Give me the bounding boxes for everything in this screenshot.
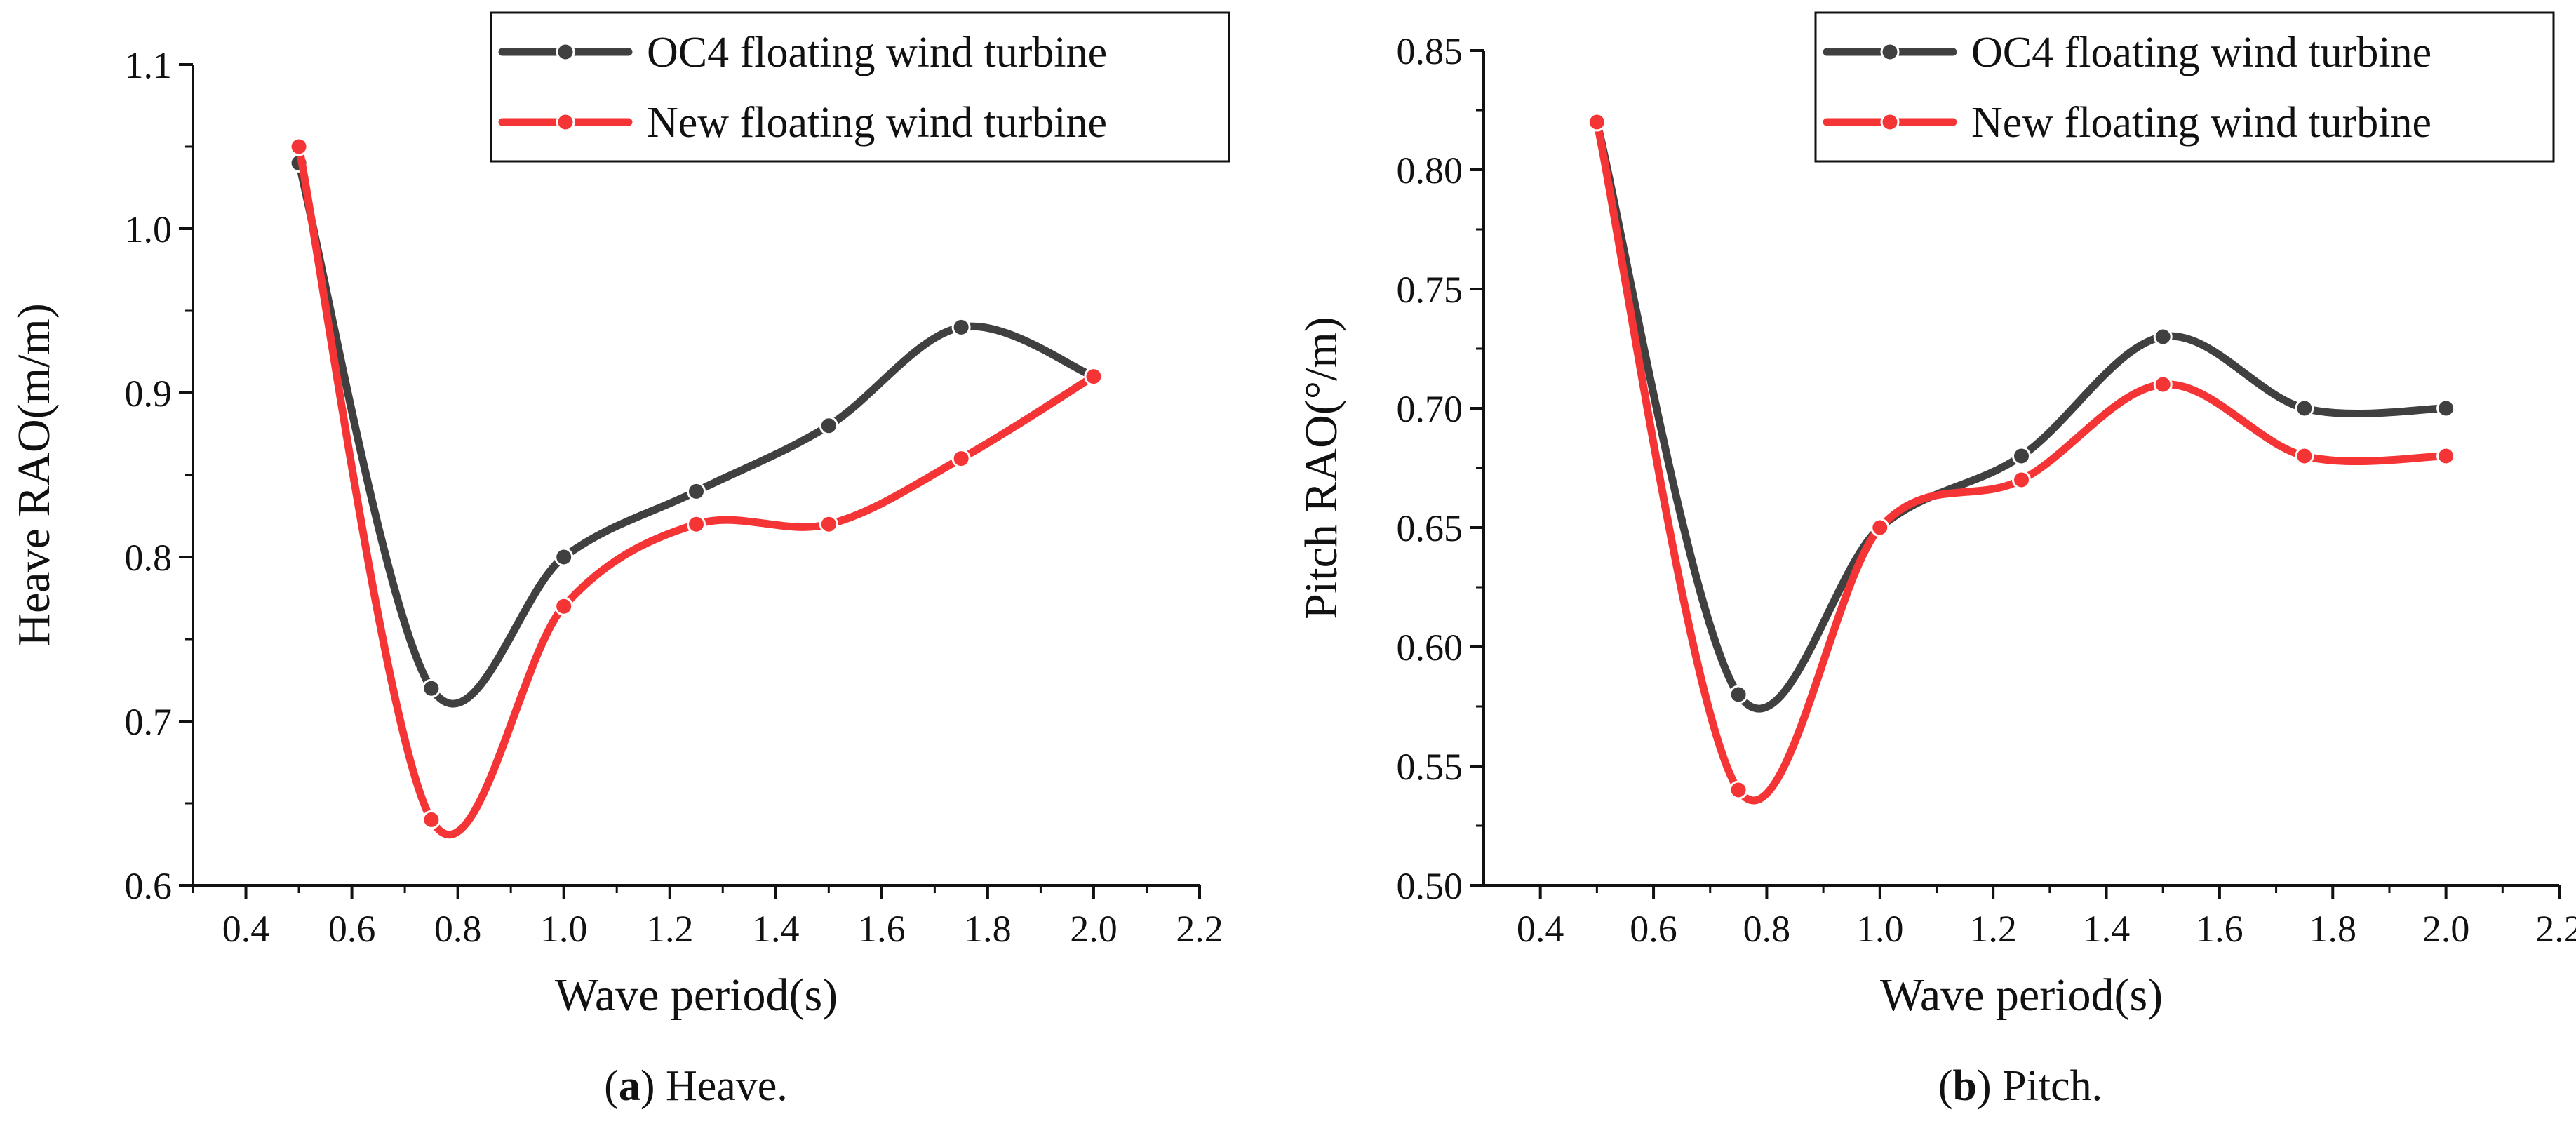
legend-label: OC4 floating wind turbine [647, 29, 1107, 76]
y-tick-label: 0.75 [1397, 269, 1463, 311]
x-tick-label: 1.0 [1856, 908, 1904, 950]
data-point-1 [554, 596, 574, 616]
series-line-0 [295, 159, 1098, 708]
legend-label: New floating wind turbine [1971, 99, 2431, 147]
data-point-1 [289, 137, 309, 156]
y-tick-label: 0.50 [1397, 865, 1463, 907]
y-tick-label: 0.85 [1397, 30, 1463, 72]
data-point-0 [2153, 327, 2173, 347]
legend-box [1814, 11, 2555, 163]
x-tick-label: 2.2 [2535, 908, 2576, 950]
x-tick-label: 1.2 [1969, 908, 2017, 950]
y-tick-label: 1.1 [125, 44, 173, 86]
x-tick-label: 2.0 [2422, 908, 2470, 950]
y-axis-label: Pitch RAO(°/m) [1296, 316, 1347, 619]
x-tick-label: 0.4 [1517, 908, 1564, 950]
x-tick-label: 1.8 [964, 908, 1012, 950]
data-point-1 [2012, 470, 2031, 490]
y-tick-label: 0.60 [1397, 626, 1463, 669]
y-tick-label: 0.80 [1397, 149, 1463, 192]
data-point-1 [1587, 112, 1606, 132]
x-axis-label: Wave period(s) [555, 970, 838, 1021]
data-point-0 [2295, 398, 2314, 418]
y-tick-label: 0.9 [125, 373, 173, 415]
legend-marker-1 [556, 112, 575, 132]
x-tick-label: 0.8 [434, 908, 482, 950]
data-point-1 [2295, 446, 2314, 466]
x-tick-label: 0.8 [1743, 908, 1791, 950]
data-point-1 [2153, 375, 2173, 394]
y-tick-label: 0.55 [1397, 746, 1463, 788]
legend-label: New floating wind turbine [647, 99, 1107, 147]
y-tick-label: 0.70 [1397, 388, 1463, 430]
data-point-1 [1084, 367, 1103, 387]
x-tick-label: 2.0 [1070, 908, 1118, 950]
legend-box [490, 11, 1230, 163]
series-line-0 [1592, 118, 2450, 713]
legend-marker-1 [1880, 112, 1900, 132]
x-axis-label: Wave period(s) [1880, 970, 2163, 1021]
x-tick-label: 2.2 [1176, 908, 1223, 950]
data-point-0 [1729, 685, 1748, 704]
data-point-0 [2012, 446, 2031, 466]
heave-chart: 0.4 0.6 0.8 1.0 1.2 1.4 1.6 1.8 2.0 2.2 0.6 0.7 0.8 0… [8, 11, 1230, 1110]
data-point-1 [422, 810, 441, 829]
data-point-0 [687, 481, 706, 501]
data-point-0 [2436, 398, 2456, 418]
x-tick-label: 1.0 [540, 908, 588, 950]
x-tick-label: 0.4 [222, 908, 270, 950]
series-line-1 [1592, 118, 2450, 805]
data-point-0 [951, 317, 971, 337]
x-tick-label: 1.2 [646, 908, 694, 950]
y-tick-label: 0.7 [125, 701, 173, 743]
y-tick-label: 0.65 [1397, 507, 1463, 549]
data-point-1 [1729, 780, 1748, 800]
legend-label: OC4 floating wind turbine [1971, 29, 2431, 76]
x-tick-label: 1.4 [2083, 908, 2131, 950]
series-line-1 [295, 142, 1098, 839]
data-point-1 [1870, 518, 1890, 537]
data-point-0 [422, 678, 441, 698]
x-tick-label: 0.6 [328, 908, 376, 950]
data-point-1 [2436, 446, 2456, 466]
y-tick-label: 0.6 [125, 865, 173, 907]
data-point-1 [819, 514, 838, 534]
panel-caption: (b) Pitch. [1938, 1062, 2102, 1110]
x-tick-label: 1.6 [858, 908, 906, 950]
x-tick-label: 1.8 [2309, 908, 2357, 950]
data-point-1 [951, 449, 971, 469]
pitch-chart: 0.4 0.6 0.8 1.0 1.2 1.4 1.6 1.8 2.0 2.2 0.50 0.55 0.… [1296, 11, 2576, 1110]
data-point-0 [554, 547, 574, 567]
legend-marker-0 [556, 42, 575, 62]
data-point-0 [819, 416, 838, 436]
legend-marker-0 [1880, 42, 1900, 62]
x-tick-label: 1.4 [752, 908, 800, 950]
panel-caption: (a) Heave. [604, 1062, 788, 1110]
y-tick-label: 0.8 [125, 537, 173, 579]
y-axis-label: Heave RAO(m/m) [8, 303, 60, 646]
x-tick-label: 1.6 [2196, 908, 2243, 950]
data-point-1 [687, 514, 706, 534]
y-tick-label: 1.0 [125, 208, 173, 250]
x-tick-label: 0.6 [1630, 908, 1677, 950]
